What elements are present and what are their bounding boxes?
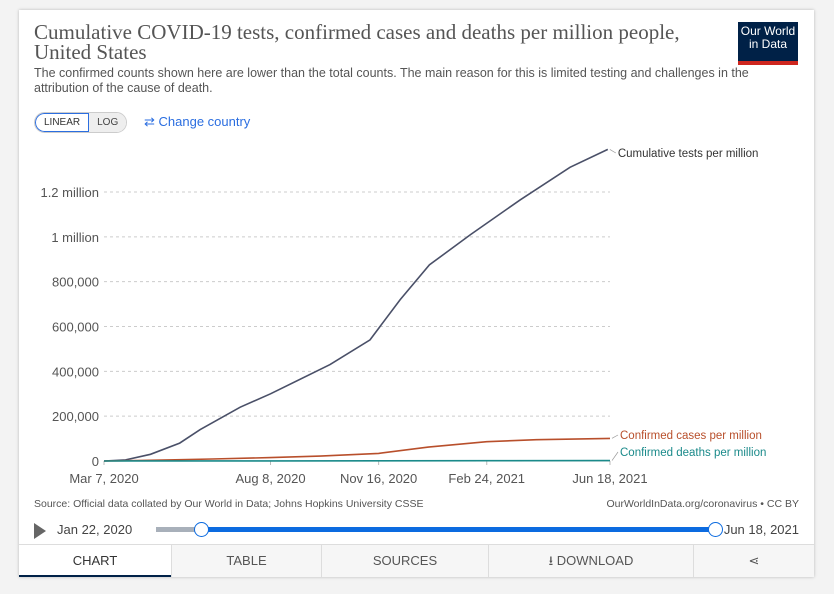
y-tick-label: 1.2 million (40, 185, 99, 200)
source-text: Source: Official data collated by Our Wo… (34, 498, 424, 510)
tab-download[interactable]: ⭳ DOWNLOAD (488, 545, 693, 577)
series-label-connector (611, 451, 619, 461)
series-label: Confirmed deaths per million (620, 447, 766, 459)
x-tick-label: Aug 8, 2020 (235, 471, 305, 486)
series-label-connector (609, 149, 617, 154)
y-tick-label: 0 (92, 454, 99, 469)
timeline-track[interactable] (156, 522, 723, 537)
license-link[interactable]: OurWorldInData.org/coronavirus • CC BY (606, 498, 799, 510)
y-tick-label: 800,000 (52, 275, 99, 290)
tab-table[interactable]: TABLE (171, 545, 321, 577)
x-tick-label: Mar 7, 2020 (69, 471, 138, 486)
chart-card: Cumulative COVID-19 tests, confirmed cas… (19, 10, 814, 577)
chart-subtitle: The confirmed counts shown here are lowe… (34, 66, 749, 95)
scale-toggle: LINEAR LOG (34, 112, 128, 133)
log-button[interactable]: LOG (89, 113, 127, 132)
x-tick-label: Nov 16, 2020 (340, 471, 417, 486)
series-line-2 (103, 437, 611, 462)
play-icon[interactable] (34, 523, 46, 539)
timeline-start-handle[interactable] (194, 522, 209, 537)
timeline-end-label: Jun 18, 2021 (723, 522, 799, 537)
series-label: Confirmed cases per million (620, 430, 762, 442)
share-button[interactable]: ⋖ (693, 545, 814, 577)
timeline-end-handle[interactable] (708, 522, 723, 537)
series-label-connector (611, 434, 619, 439)
series-label: Cumulative tests per million (618, 148, 759, 160)
change-country-link[interactable]: ⇄ Change country (144, 114, 251, 129)
x-tick-label: Jun 18, 2021 (572, 471, 647, 486)
x-tick-label: Feb 24, 2021 (448, 471, 525, 486)
tab-bar: CHART TABLE SOURCES ⭳ DOWNLOAD ⋖ (19, 544, 814, 577)
timeline: Jan 22, 2020 Jun 18, 2021 (34, 520, 799, 540)
tab-sources[interactable]: SOURCES (321, 545, 488, 577)
tab-chart[interactable]: CHART (19, 545, 171, 577)
timeline-start-label: Jan 22, 2020 (57, 522, 133, 537)
series-line-1 (103, 148, 609, 462)
chart-title: Cumulative COVID-19 tests, confirmed cas… (34, 20, 680, 64)
line-chart: 0 200,000 400,000 600,000 800,000 1 million 1.… (40, 148, 766, 486)
timeline-range (201, 527, 716, 532)
y-tick-label: 400,000 (52, 364, 99, 379)
y-tick-label: 200,000 (52, 409, 99, 424)
y-tick-label: 600,000 (52, 320, 99, 335)
owid-logo[interactable]: Our World in Data (738, 22, 798, 65)
linear-button[interactable]: LINEAR (35, 113, 90, 132)
y-tick-label: 1 million (51, 230, 99, 245)
